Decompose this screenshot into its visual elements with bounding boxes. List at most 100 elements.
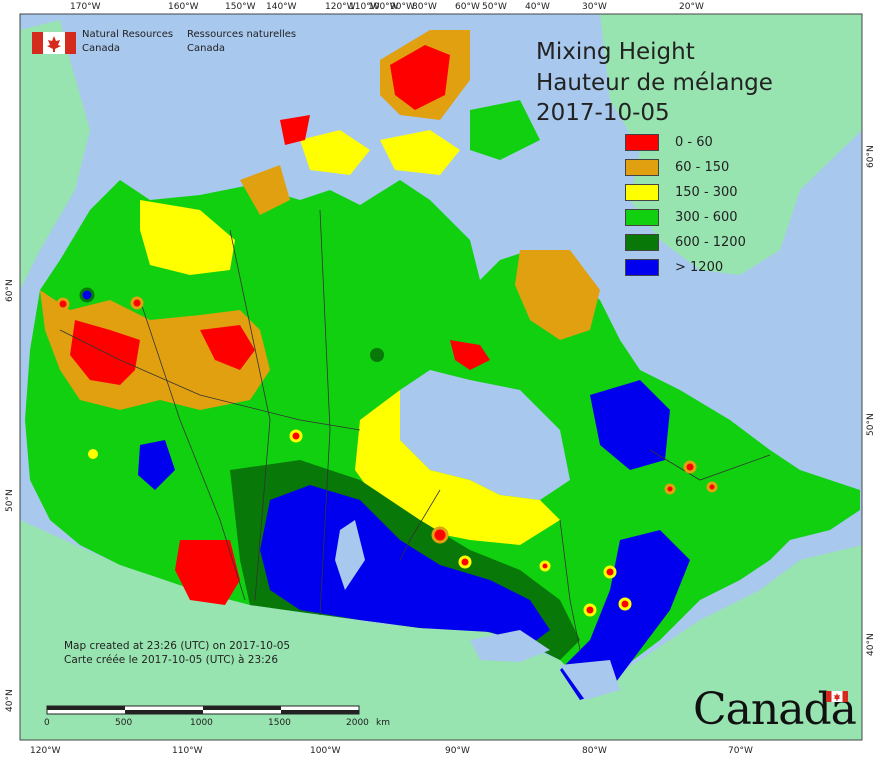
hotspot: [458, 555, 472, 569]
top-tick-label: 30°W: [582, 2, 607, 12]
scale-bar: [46, 705, 360, 715]
arctic-island: [390, 45, 450, 110]
agency-name-fr: Ressources naturelles Canada: [187, 28, 296, 56]
agency-fr-line: Canada: [187, 43, 226, 54]
agency-name-en: Natural Resources Canada: [82, 28, 173, 56]
created-note-en: Map created at 23:26 (UTC) on 2017-10-05: [64, 640, 291, 652]
legend-swatch: [625, 159, 659, 176]
scale-label: 1000: [190, 718, 213, 728]
bottom-tick-label: 120°W: [30, 746, 61, 756]
zone-north-yellow: [140, 200, 235, 275]
hotspot: [370, 348, 384, 362]
map-title-fr: Hauteur de mélange: [536, 70, 773, 96]
zone-nw-red-2: [200, 325, 255, 370]
arctic-island: [300, 130, 370, 175]
legend-swatch: [625, 209, 659, 226]
legend-label: > 1200: [675, 260, 724, 275]
bottom-tick-label: 70°W: [728, 746, 753, 756]
province-border: [649, 449, 771, 481]
hotspot: [431, 526, 449, 544]
arctic-island: [240, 165, 290, 215]
zone-bc-blue: [138, 440, 175, 490]
top-tick-label: 60°W: [455, 2, 480, 12]
hotspot: [88, 449, 98, 459]
zone-prairie-blue: [260, 485, 550, 645]
hotspot: [130, 296, 144, 310]
bottom-tick-label: 110°W: [172, 746, 203, 756]
bottom-tick-label: 100°W: [310, 746, 341, 756]
province-border: [559, 519, 581, 651]
right-tick-label: 60°N: [866, 145, 876, 168]
top-tick-label: 160°W: [168, 2, 199, 12]
top-tick-label: 150°W: [225, 2, 256, 12]
legend-label: 300 - 600: [675, 210, 738, 225]
map-title-en: Mixing Height: [536, 39, 695, 65]
scale-unit: km: [376, 718, 390, 728]
top-tick-label: 80°W: [412, 2, 437, 12]
usa-landmass: [20, 520, 862, 740]
top-tick-label: 100°W: [368, 2, 399, 12]
top-tick-label: 120°W: [325, 2, 356, 12]
great-lake: [560, 660, 620, 700]
zone-southeast-blue: [560, 530, 690, 700]
hotspot: [664, 483, 676, 495]
legend-label: 0 - 60: [675, 135, 713, 150]
zone-sw-red: [175, 540, 240, 605]
legend-swatch: [625, 134, 659, 151]
alaska-landmass: [20, 20, 90, 290]
hotspot: [683, 460, 697, 474]
agency-fr-line: Ressources naturelles: [187, 29, 297, 40]
legend-swatch: [625, 259, 659, 276]
greenland-landmass: [600, 14, 862, 275]
hotspot: [56, 297, 70, 311]
top-tick-label: 50°W: [482, 2, 507, 12]
right-tick-label: 50°N: [866, 413, 876, 436]
top-tick-label: 140°W: [266, 2, 297, 12]
scale-label: 1500: [268, 718, 291, 728]
hotspot: [539, 560, 551, 572]
top-tick-label: 20°W: [679, 2, 704, 12]
bottom-tick-label: 90°W: [445, 746, 470, 756]
scale-label: 0: [44, 718, 50, 728]
legend-label: 60 - 150: [675, 160, 730, 175]
scale-label: 2000: [346, 718, 369, 728]
scale-label: 500: [115, 718, 133, 728]
legend-label: 600 - 1200: [675, 235, 746, 250]
zone-ungava-red: [450, 340, 490, 370]
province-border: [399, 489, 441, 561]
great-lake: [335, 520, 365, 590]
hotspot: [706, 481, 718, 493]
right-tick-label: 40°N: [866, 633, 876, 656]
arctic-island: [380, 130, 460, 175]
zone-labrador-orange: [515, 250, 600, 340]
map-border: [19, 13, 863, 741]
legend-label: 150 - 300: [675, 185, 738, 200]
hotspot: [618, 597, 632, 611]
hotspot: [289, 429, 303, 443]
wordmark-flag-icon: [826, 691, 848, 702]
legend-swatch: [625, 184, 659, 201]
arctic-island: [280, 115, 310, 145]
top-tick-label: 90°W: [390, 2, 415, 12]
left-tick-label: 50°N: [5, 489, 15, 512]
left-tick-label: 60°N: [5, 279, 15, 302]
province-border: [139, 299, 246, 601]
map-date: 2017-10-05: [536, 100, 670, 126]
agency-en-line: Canada: [82, 43, 121, 54]
province-border: [229, 229, 271, 601]
legend-swatch: [625, 234, 659, 251]
great-lake: [470, 630, 550, 662]
canada-flag-icon: [32, 32, 76, 54]
bottom-tick-label: 80°W: [582, 746, 607, 756]
left-tick-label: 40°N: [5, 689, 15, 712]
province-border: [319, 209, 331, 616]
created-note-fr: Carte créée le 2017-10-05 (UTC) à 23:26: [64, 654, 279, 666]
hudson-bay: [400, 370, 570, 500]
top-tick-label: 110°W: [349, 2, 380, 12]
top-tick-label: 40°W: [525, 2, 550, 12]
province-border: [59, 329, 361, 431]
hotspot: [79, 287, 95, 303]
hotspot: [583, 603, 597, 617]
